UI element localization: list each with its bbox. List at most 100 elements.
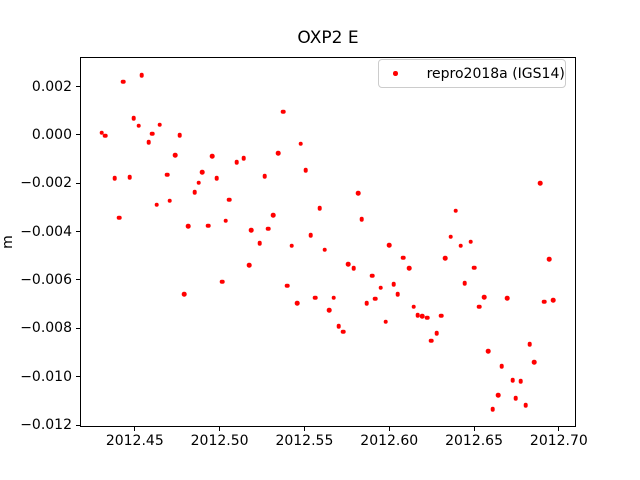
data-point xyxy=(336,323,341,329)
data-point xyxy=(395,291,401,297)
data-point xyxy=(513,395,519,401)
data-point xyxy=(439,313,444,319)
data-point xyxy=(164,172,170,177)
data-point xyxy=(116,215,122,221)
legend-label: repro2018a (IGS14) xyxy=(426,65,565,82)
data-point xyxy=(322,247,328,253)
y-tick-mark xyxy=(76,424,80,426)
data-point xyxy=(205,223,211,228)
legend-marker-icon xyxy=(393,71,398,76)
data-point xyxy=(136,123,142,128)
x-tick-mark xyxy=(558,427,560,432)
data-point xyxy=(541,299,547,305)
data-point xyxy=(234,159,239,165)
data-point xyxy=(308,232,314,238)
data-point xyxy=(471,265,477,270)
data-point xyxy=(537,181,543,186)
data-point xyxy=(265,226,271,231)
data-point xyxy=(146,139,151,145)
y-tick-label: −0.010 xyxy=(20,368,72,385)
data-point xyxy=(177,132,182,138)
data-point xyxy=(313,295,318,300)
y-tick-mark xyxy=(76,376,80,378)
data-point xyxy=(462,281,468,286)
y-tick-label: −0.012 xyxy=(20,417,72,434)
plot-area xyxy=(80,57,576,427)
data-point xyxy=(355,190,361,196)
data-point xyxy=(157,122,163,127)
data-point xyxy=(378,285,383,291)
y-tick-label: 0.002 xyxy=(31,78,72,95)
data-point xyxy=(504,296,510,301)
data-point xyxy=(303,167,309,173)
data-point xyxy=(112,175,118,181)
data-point xyxy=(453,208,459,214)
data-point xyxy=(326,307,332,313)
plot-title: OXP2 E xyxy=(297,28,359,48)
data-point xyxy=(196,180,202,185)
data-point xyxy=(429,338,434,343)
data-point xyxy=(468,239,474,244)
data-point xyxy=(220,279,225,284)
data-point xyxy=(386,242,392,248)
x-tick-label: 2012.70 xyxy=(529,433,588,449)
data-point xyxy=(249,228,254,233)
data-point xyxy=(546,256,552,262)
data-point xyxy=(481,294,487,300)
data-point xyxy=(415,312,420,318)
data-point xyxy=(167,198,173,203)
y-tick-mark xyxy=(76,182,80,184)
data-point xyxy=(485,348,491,354)
data-point xyxy=(499,363,504,369)
data-point xyxy=(518,378,523,384)
data-point xyxy=(458,243,464,249)
data-point xyxy=(331,295,337,300)
data-point xyxy=(364,300,369,306)
data-point xyxy=(285,283,290,288)
data-point xyxy=(317,205,323,211)
data-point xyxy=(185,224,191,229)
x-tick-label: 2012.55 xyxy=(275,433,334,449)
x-tick-label: 2012.50 xyxy=(190,433,249,449)
y-tick-label: −0.006 xyxy=(20,271,72,288)
data-point xyxy=(298,141,304,147)
data-point xyxy=(495,392,501,398)
data-point xyxy=(120,79,126,84)
data-point xyxy=(490,407,495,412)
x-tick-mark xyxy=(303,427,305,432)
data-point xyxy=(359,216,364,222)
data-point xyxy=(420,313,425,319)
data-point xyxy=(214,175,219,181)
data-point xyxy=(400,255,406,261)
data-point xyxy=(270,212,276,218)
data-point xyxy=(172,152,178,158)
data-point xyxy=(127,174,133,180)
data-point xyxy=(383,319,389,324)
data-point xyxy=(102,133,108,138)
y-tick-mark xyxy=(76,327,80,329)
data-point xyxy=(200,169,205,175)
data-point xyxy=(99,130,104,135)
y-tick-mark xyxy=(76,134,80,136)
data-point xyxy=(550,297,556,303)
data-point xyxy=(527,341,533,347)
x-tick-label: 2012.65 xyxy=(445,433,503,449)
data-point xyxy=(192,189,198,195)
x-tick-mark xyxy=(134,427,136,432)
data-point xyxy=(531,359,537,365)
data-point xyxy=(241,155,246,161)
y-tick-label: −0.004 xyxy=(20,223,72,240)
data-point xyxy=(443,256,448,261)
y-tick-mark xyxy=(76,279,80,281)
data-point xyxy=(150,131,155,136)
data-point xyxy=(289,243,294,248)
data-point xyxy=(406,265,412,271)
data-point xyxy=(139,72,145,78)
data-point xyxy=(340,329,346,334)
y-tick-mark xyxy=(76,231,80,233)
x-tick-mark xyxy=(388,427,390,432)
data-point xyxy=(510,377,515,383)
data-point xyxy=(345,261,351,267)
data-point xyxy=(226,197,232,203)
